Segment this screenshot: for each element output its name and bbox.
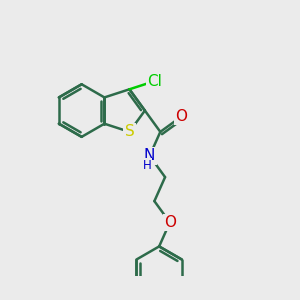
- Text: O: O: [176, 109, 188, 124]
- Text: H: H: [142, 159, 152, 172]
- Text: Cl: Cl: [147, 74, 162, 89]
- Text: S: S: [124, 124, 134, 139]
- Text: O: O: [164, 215, 176, 230]
- Text: N: N: [144, 148, 155, 164]
